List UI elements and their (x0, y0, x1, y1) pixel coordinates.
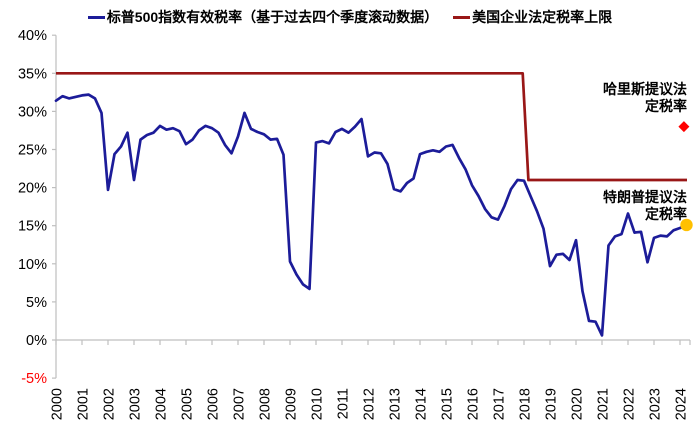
x-axis-tick-label: 2024 (674, 388, 690, 420)
x-axis-tick-label: 2019 (544, 388, 560, 420)
x-axis-tick-label: 2021 (596, 388, 612, 420)
sp500-line-swatch-icon (87, 15, 105, 19)
statutory-tax-cap-line (56, 71, 687, 182)
y-axis-tick-label: 20% (18, 181, 47, 197)
x-axis-tick-label: 2004 (154, 388, 170, 420)
x-axis-tick-label: 2003 (128, 388, 144, 420)
x-axis-tick-label: 2015 (440, 388, 456, 420)
y-axis-tick-label: 10% (18, 257, 47, 273)
x-axis-tick-label: 2011 (336, 388, 352, 419)
x-axis-tick-label: 2017 (492, 388, 508, 420)
annotation-trump-proposed-rate: 特朗普提议法 定税率 (603, 189, 687, 223)
x-axis-tick-label: 2010 (310, 388, 326, 420)
x-axis-tick-label: 2006 (206, 388, 222, 420)
x-axis-tick-label: 2000 (50, 388, 66, 420)
legend-label-statutory: 美国企业法定税率上限 (472, 9, 613, 25)
x-axis-tick-label: 2016 (466, 388, 482, 420)
harris-proposed-rate-marker (678, 121, 690, 133)
x-axis-tick-label: 2012 (362, 388, 378, 420)
x-axis-tick-label: 2022 (622, 388, 638, 420)
y-axis-tick-label: -5% (21, 371, 47, 387)
legend-item-statutory-cap: 美国企业法定税率上限 (453, 7, 612, 27)
x-axis-tick-label: 2007 (232, 388, 248, 420)
x-axis-tick-label: 2014 (414, 388, 430, 420)
x-axis-tick-label: 2009 (284, 388, 300, 420)
x-axis-tick-label: 2005 (180, 388, 196, 420)
annotation-harris-line1: 哈里斯提议法 (603, 81, 687, 97)
annotation-trump-line2: 定税率 (645, 206, 687, 222)
y-axis-tick-label: 5% (26, 295, 47, 311)
x-axis-tick-label: 2023 (648, 388, 664, 420)
x-axis-tick-label: 2002 (102, 388, 118, 420)
y-axis-tick-label: 35% (18, 66, 47, 82)
y-axis-tick-label: 30% (18, 104, 47, 120)
x-axis-tick-label: 2020 (570, 388, 586, 420)
sp500-effective-tax-rate-line (54, 93, 688, 337)
x-axis-tick-label: 2018 (518, 388, 534, 420)
y-axis-tick-label: 0% (26, 333, 47, 349)
annotation-harris-proposed-rate: 哈里斯提议法 定税率 (603, 81, 687, 115)
legend-label-sp500: 标普500指数有效税率（基于过去四个季度滚动数据） (106, 9, 439, 25)
x-axis-tick-label: 2008 (258, 388, 274, 420)
y-axis-tick-label: 25% (18, 143, 47, 159)
annotation-harris-line2: 定税率 (645, 98, 687, 114)
x-axis-tick-label: 2001 (76, 388, 92, 420)
annotation-trump-line1: 特朗普提议法 (603, 189, 687, 205)
statutory-line-swatch-icon (453, 15, 471, 19)
legend-item-sp500-effective-rate: 标普500指数有效税率（基于过去四个季度滚动数据） (87, 7, 439, 27)
legend: 标普500指数有效税率（基于过去四个季度滚动数据） 美国企业法定税率上限 (0, 7, 700, 27)
x-axis-tick-label: 2013 (388, 388, 404, 420)
trump-proposed-rate-marker (680, 218, 693, 232)
y-axis-tick-label: 15% (18, 219, 47, 235)
y-axis-tick-label: 40% (18, 28, 47, 44)
